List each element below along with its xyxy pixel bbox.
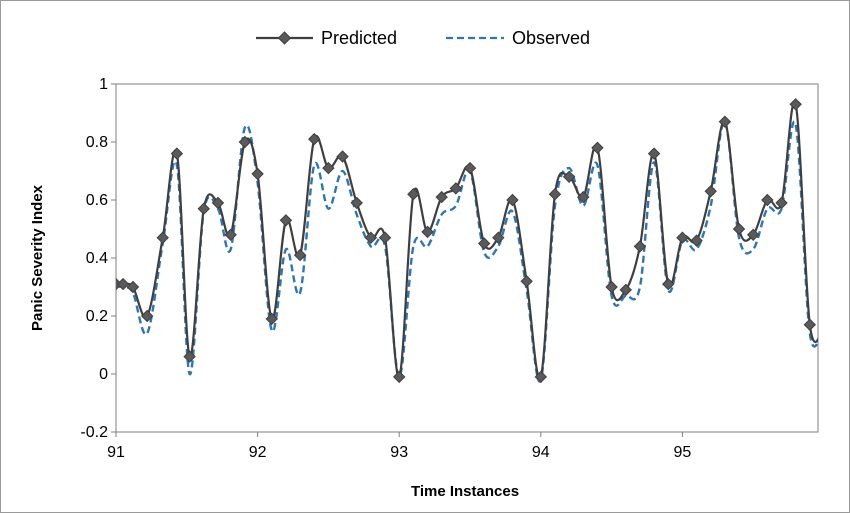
predicted-point xyxy=(364,231,378,244)
predicted-point xyxy=(647,147,661,160)
series-observed-line xyxy=(116,120,818,383)
predicted-point xyxy=(534,370,548,384)
legend-observed-label: Observed xyxy=(512,28,590,48)
predicted-point xyxy=(170,147,184,160)
y-tick-label: 1 xyxy=(99,76,108,93)
predicted-point xyxy=(279,214,293,227)
predicted-point xyxy=(577,190,590,204)
legend-predicted-marker xyxy=(277,31,292,45)
predicted-point xyxy=(775,196,788,210)
predicted-point xyxy=(435,190,448,204)
predicted-point xyxy=(140,309,154,323)
predicted-point xyxy=(477,237,491,250)
predicted-point xyxy=(238,135,252,149)
predicted-point xyxy=(211,196,225,210)
y-axis-title: Panic Severity Index xyxy=(29,184,46,331)
predicted-point xyxy=(676,231,689,244)
predicted-point xyxy=(732,222,746,236)
predicted-point xyxy=(789,98,802,111)
predicted-point xyxy=(591,141,604,155)
x-axis-title: Time Instances xyxy=(411,483,519,500)
predicted-point xyxy=(520,274,533,288)
predicted-point xyxy=(407,187,420,201)
predicted-point xyxy=(548,187,562,201)
predicted-point xyxy=(322,161,335,175)
predicted-point xyxy=(619,283,632,297)
x-tick-label: 92 xyxy=(249,444,267,461)
predicted-point xyxy=(633,240,647,253)
predicted-point xyxy=(704,185,717,198)
predicted-point xyxy=(265,312,278,326)
y-tick-label: -0.2 xyxy=(80,424,108,441)
series-predicted-line xyxy=(116,100,818,380)
y-tick-label: 0 xyxy=(99,366,108,383)
predicted-point xyxy=(392,370,406,384)
x-tick-label: 94 xyxy=(532,444,550,461)
predicted-point xyxy=(803,318,817,331)
predicted-point xyxy=(293,248,307,262)
series-layer xyxy=(116,98,818,384)
predicted-point xyxy=(761,193,774,207)
y-tick-label: 0.8 xyxy=(86,134,108,151)
predicted-point xyxy=(336,150,349,163)
predicted-point xyxy=(463,161,477,175)
predicted-point xyxy=(562,170,576,184)
predicted-point xyxy=(308,132,321,146)
legend-predicted-label: Predicted xyxy=(321,28,397,48)
predicted-point xyxy=(197,202,210,215)
x-tick-label: 95 xyxy=(674,444,692,461)
predicted-point xyxy=(224,228,237,242)
y-tick-label: 0.4 xyxy=(86,250,108,267)
predicted-point xyxy=(156,231,169,244)
predicted-point xyxy=(350,196,363,210)
predicted-point xyxy=(718,115,732,128)
predicted-point xyxy=(817,327,818,328)
predicted-point xyxy=(662,277,675,291)
legend: Predicted Observed xyxy=(256,28,590,48)
plot-area xyxy=(115,83,819,433)
ticks-layer: -0.2 0 0.2 0.4 0.6 0.8 1 91 92 93 94 95 xyxy=(80,76,691,461)
predicted-point xyxy=(183,350,196,363)
x-tick-label: 91 xyxy=(107,444,125,461)
predicted-point xyxy=(690,234,703,247)
predicted-point xyxy=(605,280,618,294)
predicted-point xyxy=(506,193,519,207)
predicted-point xyxy=(421,225,434,239)
predicted-point xyxy=(746,228,760,242)
x-tick-label: 93 xyxy=(390,444,408,461)
y-tick-label: 0.6 xyxy=(86,192,108,209)
y-tick-label: 0.2 xyxy=(86,308,108,325)
predicted-point xyxy=(251,167,264,181)
predicted-point xyxy=(378,231,392,244)
predicted-point xyxy=(449,182,463,195)
predicted-point xyxy=(492,231,505,244)
predicted-point xyxy=(126,280,140,294)
predicted-point xyxy=(116,277,130,291)
